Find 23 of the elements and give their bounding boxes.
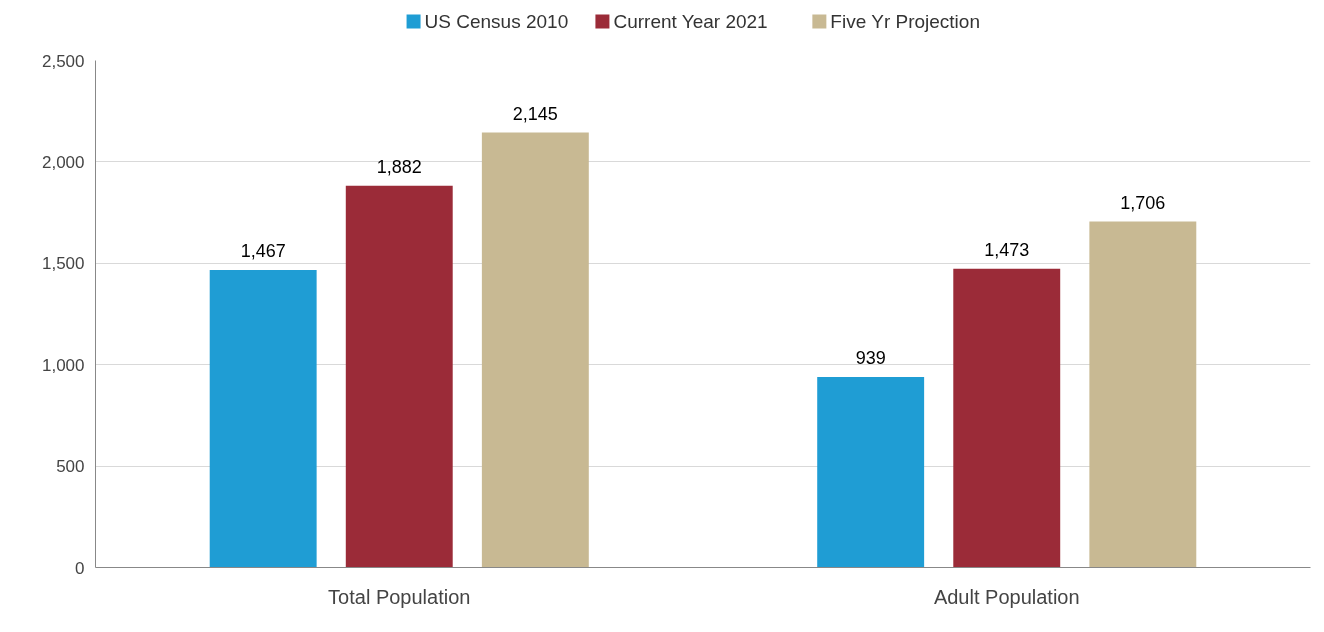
bar xyxy=(209,269,317,568)
legend-label: US Census 2010 xyxy=(424,11,569,32)
legend-label: Current Year 2021 xyxy=(613,11,768,32)
y-tick-label: 1,000 xyxy=(41,355,85,375)
y-tick-label: 2,000 xyxy=(41,152,85,172)
x-tick-label: Total Population xyxy=(328,585,471,608)
data-label: 1,473 xyxy=(984,240,1030,261)
legend-label: Five Yr Projection xyxy=(830,11,980,32)
data-label: 1,467 xyxy=(240,241,286,262)
bar xyxy=(1089,221,1197,568)
y-tick-label: 2,500 xyxy=(41,51,85,71)
bar xyxy=(481,132,589,568)
data-label: 1,706 xyxy=(1120,192,1166,213)
data-label: 1,882 xyxy=(376,157,422,178)
y-tick-label: 0 xyxy=(75,558,85,578)
y-tick-label: 1,500 xyxy=(41,254,85,274)
bar xyxy=(953,268,1061,568)
bar xyxy=(817,377,925,568)
x-tick-label: Adult Population xyxy=(933,585,1080,608)
y-tick-label: 500 xyxy=(56,457,85,477)
data-label: 939 xyxy=(855,348,886,369)
bar xyxy=(345,185,453,568)
data-label: 2,145 xyxy=(512,103,558,124)
